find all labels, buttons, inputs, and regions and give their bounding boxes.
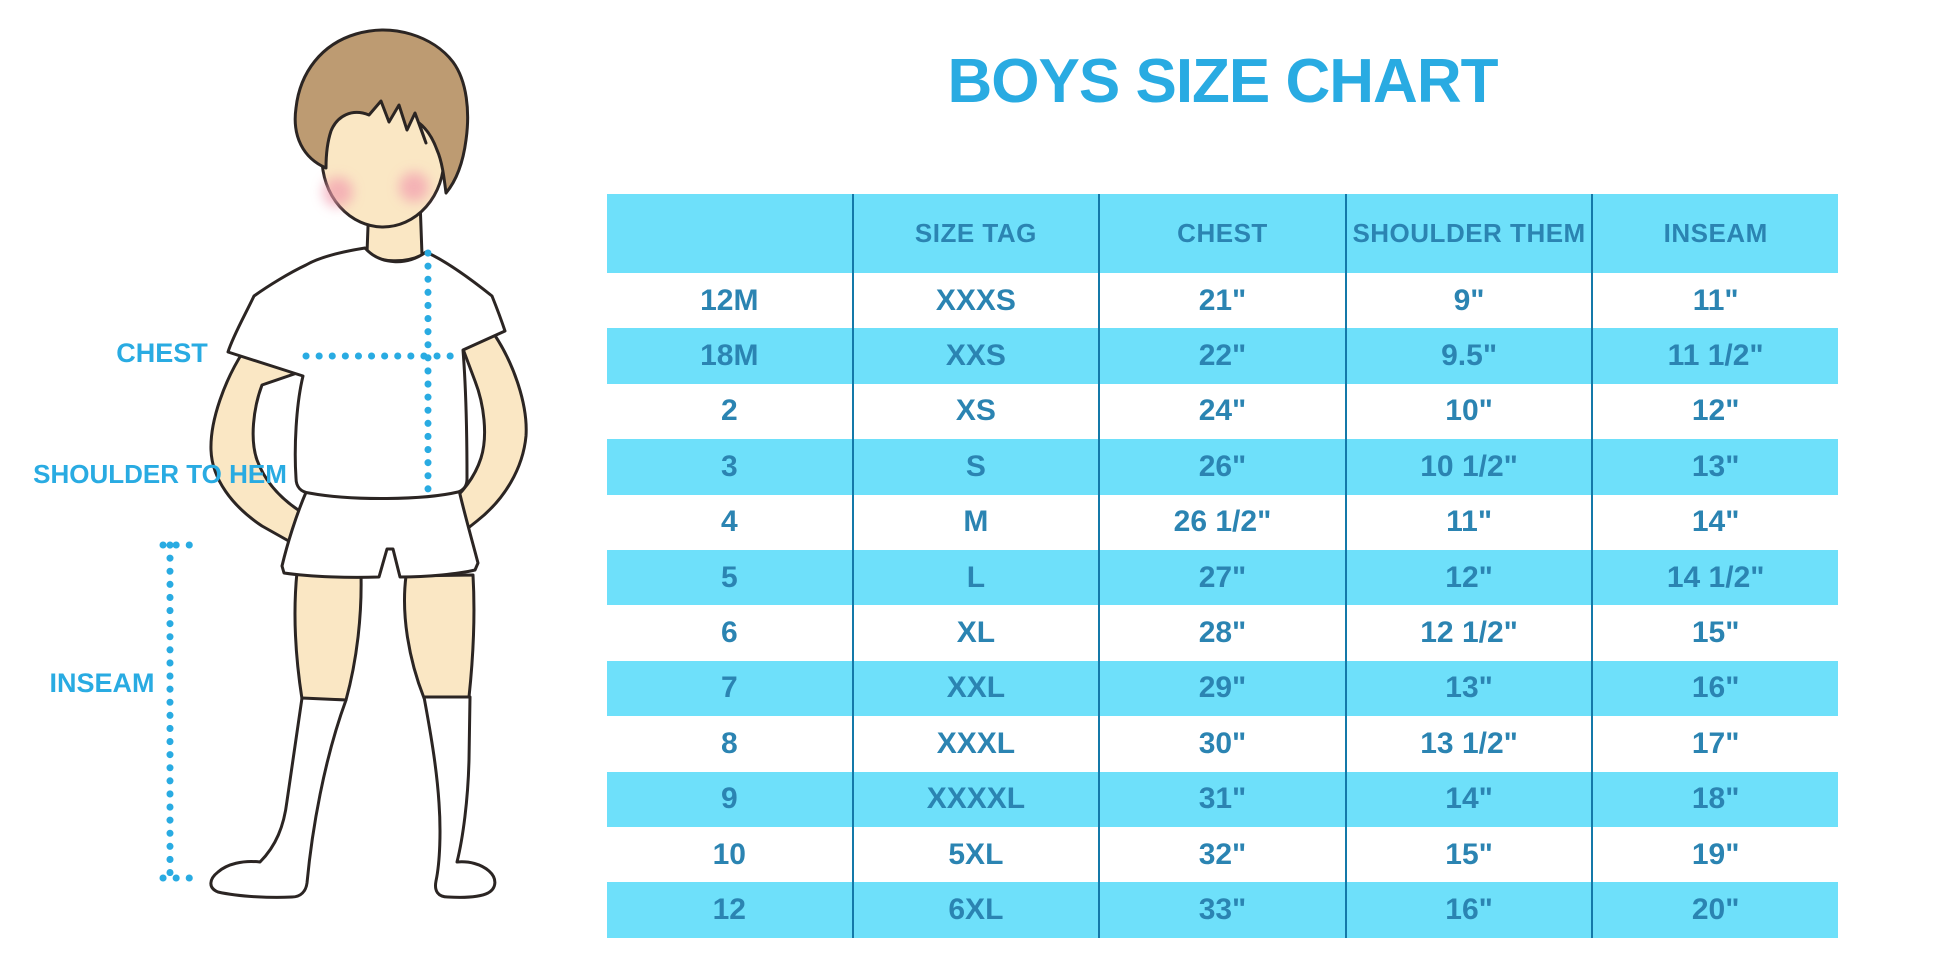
table-cell: 12 1/2": [1347, 605, 1594, 661]
size-table: SIZE TAG CHEST SHOULDER THEM INSEAM 12M XXXS…: [607, 194, 1838, 938]
boy-cheek-left: [323, 177, 353, 207]
table-cell: 12M: [607, 273, 854, 329]
table-cell: 12": [1347, 549, 1594, 606]
table-cell: 27": [1100, 549, 1347, 606]
boy-cheek-right: [399, 172, 429, 202]
table-row: 12M XXXS 21" 9" 11": [607, 273, 1838, 329]
table-cell: 16": [1347, 882, 1594, 938]
table-cell: 13": [1691, 449, 1740, 483]
table-cell: 28": [1100, 605, 1347, 661]
table-cell: 32": [1100, 826, 1347, 883]
column-header: SHOULDER THEM: [1347, 194, 1594, 273]
table-cell: 6: [607, 605, 854, 661]
table-cell: 14 1/2": [1666, 560, 1765, 594]
table-cell: XXXXL: [854, 771, 1101, 827]
table-cell: 3: [607, 439, 854, 495]
table-cell: 9.5": [1347, 328, 1594, 384]
table-row: 12 6XL 33" 16" 20": [607, 882, 1838, 938]
table-cell: 15": [1347, 826, 1594, 883]
boy-leg-right: [403, 573, 476, 700]
table-cell: 33": [1100, 882, 1347, 938]
table-cell: 6XL: [854, 882, 1101, 938]
table-cell: 14": [1347, 771, 1594, 827]
table-row: 2 XS 24" 10" 12": [607, 383, 1838, 440]
table-row: 10 5XL 32" 15" 19": [607, 826, 1838, 883]
table-row: 7 XXL 29" 13" 16": [607, 660, 1838, 717]
table-cell: 14": [1691, 505, 1740, 539]
boy-shirt: [226, 246, 507, 501]
table-cell: 13 1/2": [1347, 716, 1594, 772]
boy-measurement-figure: CHEST SHOULDER TO HEM INSEAM: [0, 0, 560, 973]
table-cell: 5XL: [854, 826, 1101, 883]
boy-illustration: CHEST SHOULDER TO HEM INSEAM: [33, 28, 528, 899]
table-cell: 10: [607, 826, 854, 883]
table-cell: 17": [1691, 726, 1740, 760]
page-title: BOYS SIZE CHART: [947, 46, 1499, 116]
table-cell: S: [854, 439, 1101, 495]
table-cell: 9: [607, 771, 854, 827]
column-header: INSEAM: [1663, 218, 1768, 248]
table-cell: 7: [607, 660, 854, 717]
table-cell: 5: [607, 549, 854, 606]
table-cell: 18": [1691, 782, 1740, 816]
chest-label: CHEST: [116, 338, 208, 368]
table-row: 3 S 26" 10 1/2" 13": [607, 439, 1838, 495]
table-cell: 12: [607, 882, 854, 938]
table-row: 5 L 27" 12" 14 1/2": [607, 549, 1838, 606]
shoulder-to-hem-label: SHOULDER TO HEM: [33, 459, 287, 489]
table-header-row: SIZE TAG CHEST SHOULDER THEM INSEAM: [607, 194, 1838, 273]
table-cell: 31": [1100, 771, 1347, 827]
table-cell: 22": [1100, 328, 1347, 384]
table-cell: 4: [607, 494, 854, 550]
table-cell: XS: [854, 383, 1101, 440]
boy-hair: [293, 28, 470, 195]
table-cell: M: [854, 494, 1101, 550]
table-cell: 19": [1691, 837, 1740, 871]
table-cell: 26": [1100, 439, 1347, 495]
table-cell: XL: [854, 605, 1101, 661]
column-header: [607, 194, 854, 273]
boy-sock-left: [209, 696, 348, 899]
table-cell: L: [854, 549, 1101, 606]
table-cell: 2: [607, 383, 854, 440]
table-cell: 21": [1100, 273, 1347, 329]
table-cell: XXXS: [854, 273, 1101, 329]
column-header: SIZE TAG: [854, 194, 1101, 273]
table-cell: 26 1/2": [1100, 494, 1347, 550]
column-header: CHEST: [1100, 194, 1347, 273]
table-cell: 20": [1691, 892, 1740, 926]
boy-shorts: [280, 488, 480, 579]
table-cell: 16": [1691, 671, 1740, 705]
boy-arm-left: [209, 350, 308, 546]
inseam-measure-line: [159, 541, 196, 882]
table-cell: 11 1/2": [1667, 339, 1764, 373]
table-cell: 9": [1347, 273, 1594, 329]
table-cell: 10": [1347, 383, 1594, 440]
table-row: 9 XXXXL 31" 14" 18": [607, 771, 1838, 827]
table-row: 8 XXXL 30" 13 1/2" 17": [607, 716, 1838, 772]
table-cell: XXXL: [854, 716, 1101, 772]
table-cell: 18M: [607, 328, 854, 384]
table-cell: 15": [1691, 616, 1740, 650]
table-cell: 24": [1100, 383, 1347, 440]
table-cell: XXL: [854, 660, 1101, 717]
inseam-label: INSEAM: [49, 668, 154, 698]
table-cell: 11": [1347, 494, 1594, 550]
boy-arm-right: [434, 332, 528, 546]
table-cell: 12": [1691, 394, 1740, 428]
table-body: 12M XXXS 21" 9" 11" 18M XXS 22" 9.5" 11 1/2" 2 XS 24…: [607, 273, 1838, 938]
table-cell: 30": [1100, 716, 1347, 772]
table-row: 6 XL 28" 12 1/2" 15": [607, 605, 1838, 661]
table-cell: 8: [607, 716, 854, 772]
table-cell: XXS: [854, 328, 1101, 384]
table-cell: 10 1/2": [1347, 439, 1594, 495]
table-row: 18M XXS 22" 9.5" 11 1/2": [607, 328, 1838, 384]
boy-leg-left: [293, 570, 363, 702]
table-row: 4 M 26 1/2" 11" 14": [607, 494, 1838, 550]
table-cell: 29": [1100, 660, 1347, 717]
table-cell: 13": [1347, 660, 1594, 717]
table-cell: 11": [1692, 283, 1739, 317]
boy-sock-right: [422, 695, 497, 899]
